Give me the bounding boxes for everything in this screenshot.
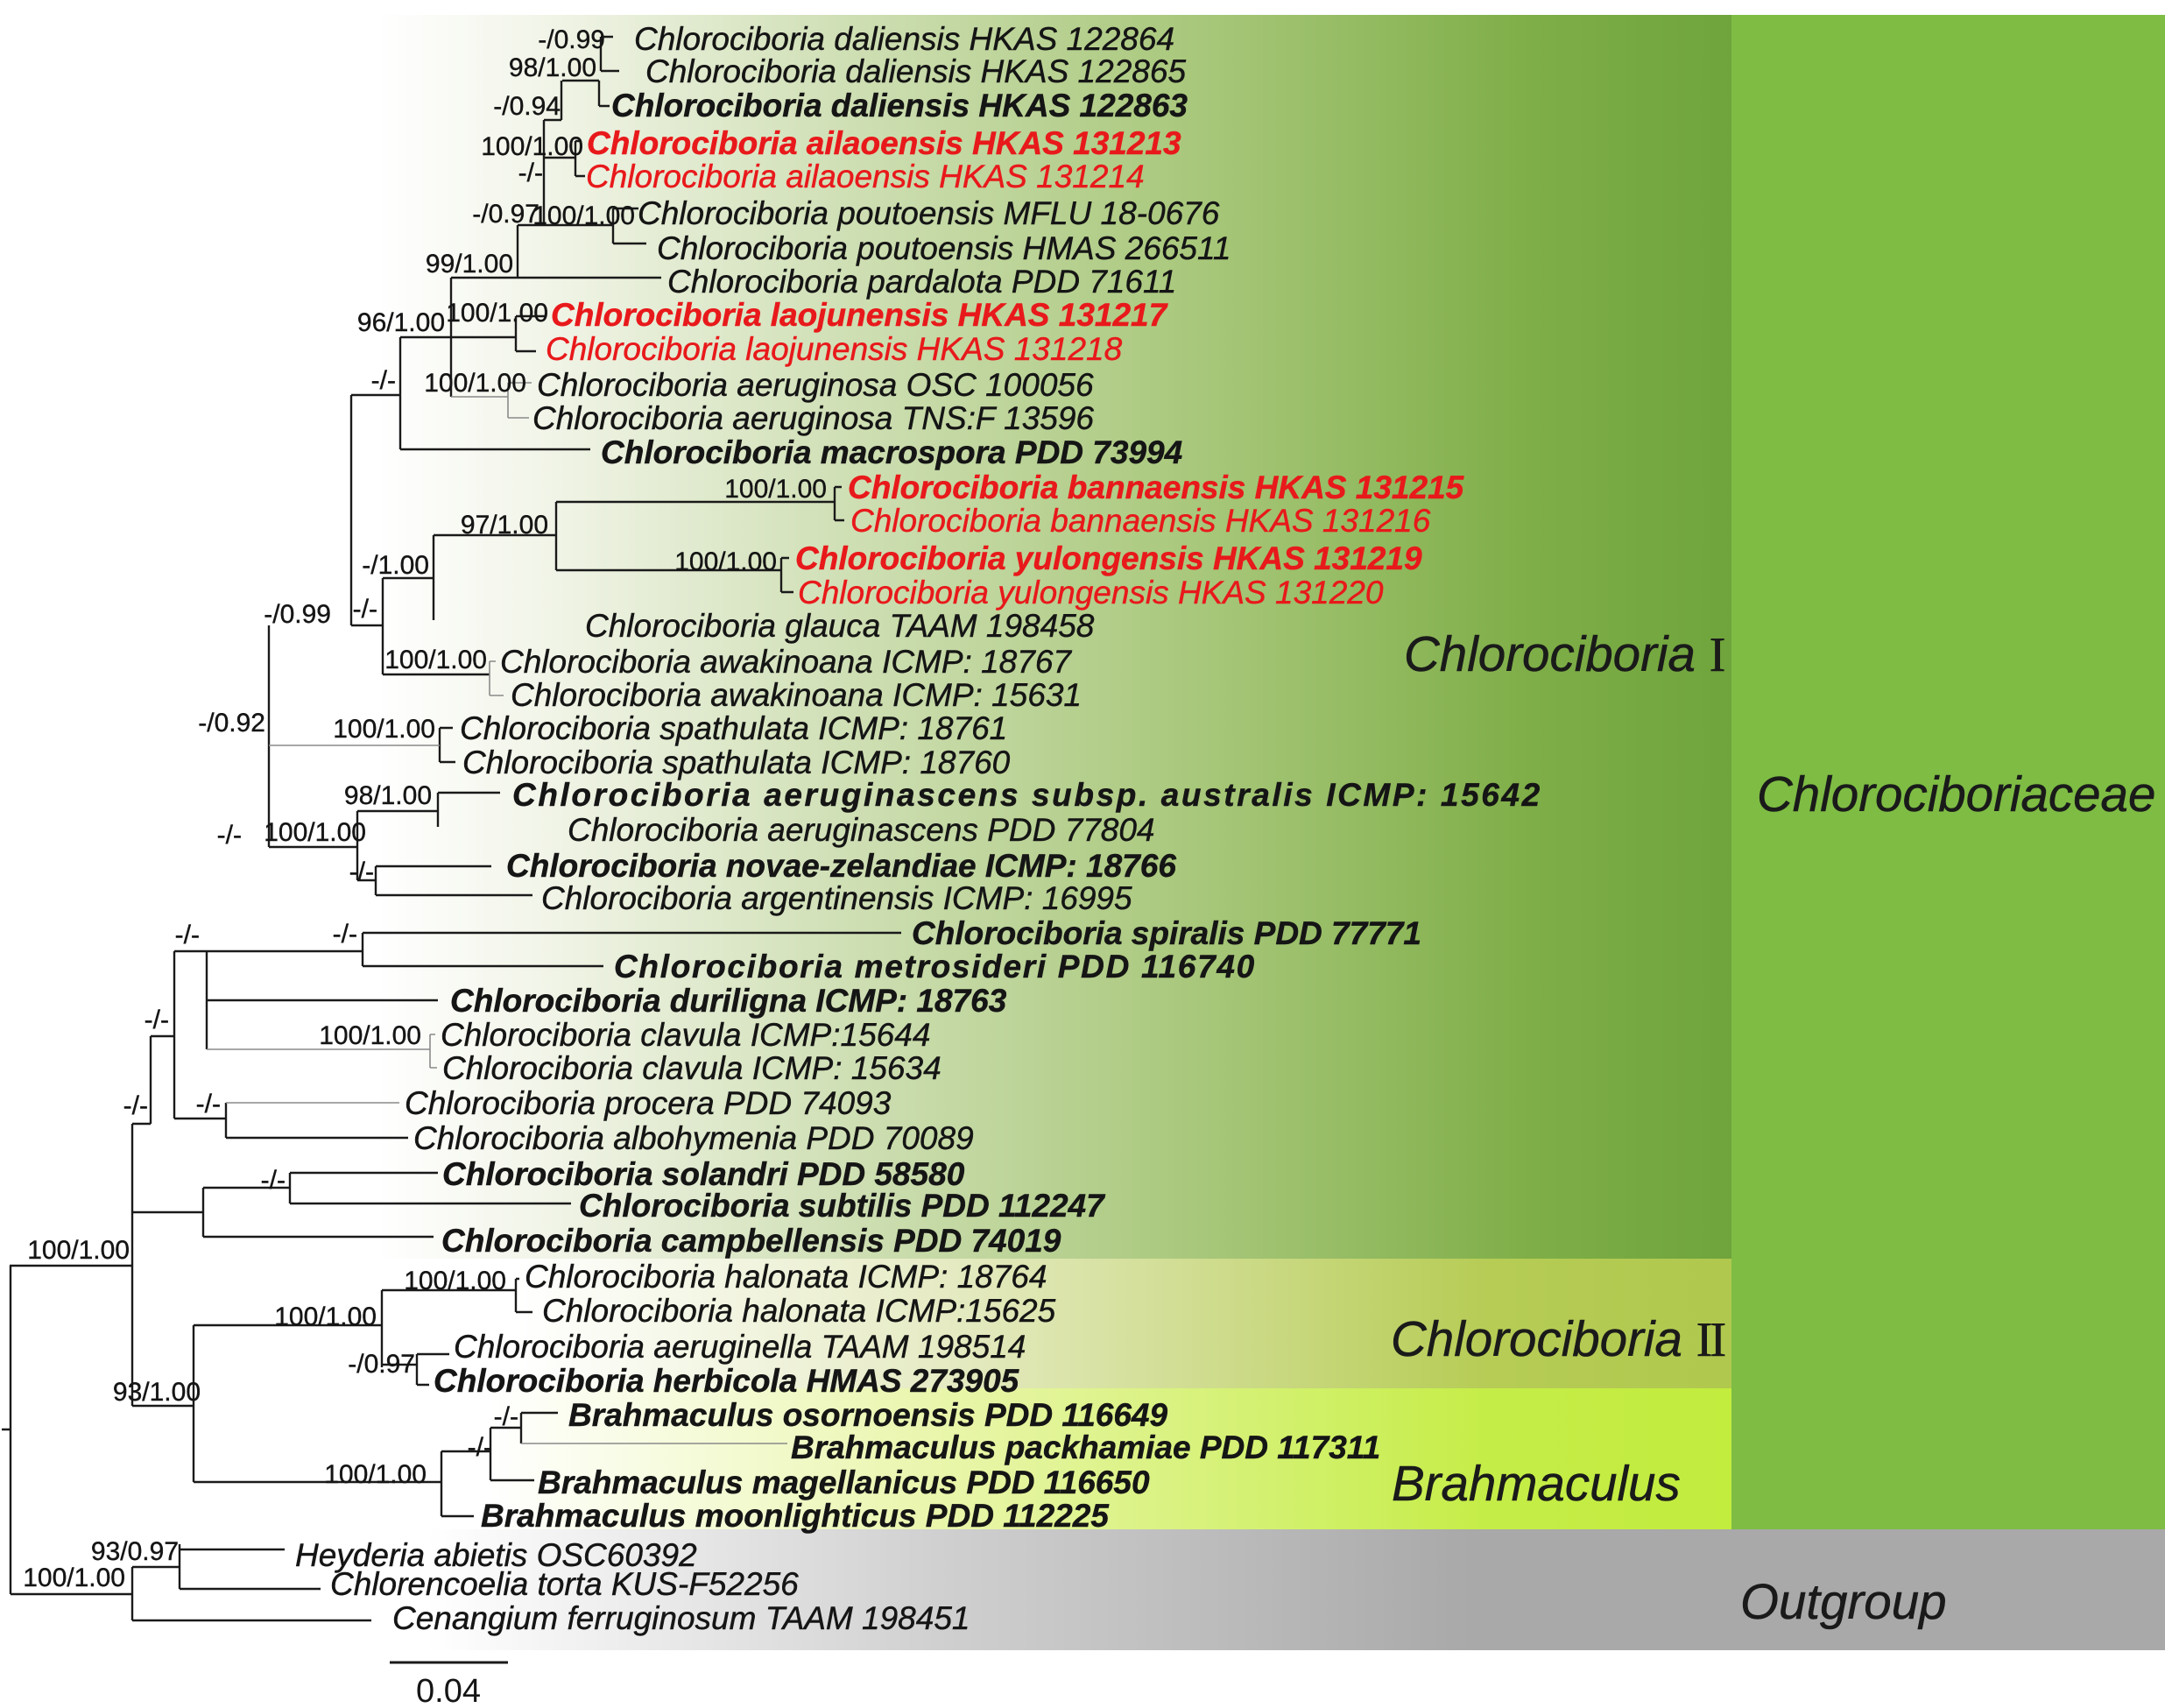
svg-text:Cenangium ferruginosum TAAM 19: Cenangium ferruginosum TAAM 198451 <box>392 1600 970 1636</box>
svg-text:100/1.00: 100/1.00 <box>274 1302 377 1331</box>
svg-text:Brahmaculus packhamiae PDD 117: Brahmaculus packhamiae PDD 117311 <box>791 1429 1380 1465</box>
svg-text:Chlorociboria metrosideri PDD: Chlorociboria metrosideri PDD 116740 <box>614 949 1256 985</box>
svg-text:-/-: -/- <box>518 159 543 187</box>
svg-text:Chlorociboria I: Chlorociboria I <box>1404 626 1725 682</box>
svg-text:98/1.00: 98/1.00 <box>344 781 432 810</box>
svg-text:Chlorociboria campbellensis PD: Chlorociboria campbellensis PDD 74019 <box>441 1223 1061 1259</box>
svg-text:Chlorociboria pardalota PDD 71: Chlorociboria pardalota PDD 71611 <box>667 264 1176 300</box>
svg-text:Chlorociboria awakinoana ICMP:: Chlorociboria awakinoana ICMP: 18767 <box>500 644 1072 680</box>
svg-text:Chlorociboria halonata ICMP:15: Chlorociboria halonata ICMP:15625 <box>542 1293 1056 1329</box>
svg-text:Chlorociboria spathulata ICMP:: Chlorociboria spathulata ICMP: 18760 <box>462 745 1011 780</box>
svg-text:Chlorociboria yulongensis HKAS: Chlorociboria yulongensis HKAS 131219 <box>795 540 1422 576</box>
svg-text:Chlorociboria ailaoensis HKAS: Chlorociboria ailaoensis HKAS 131214 <box>586 159 1145 194</box>
svg-text:Chlorociboria clavula ICMP: 15: Chlorociboria clavula ICMP: 15634 <box>442 1050 941 1086</box>
svg-text:100/1.00: 100/1.00 <box>324 1460 427 1489</box>
svg-text:Chlorociboria halonata ICMP: 1: Chlorociboria halonata ICMP: 18764 <box>525 1259 1047 1295</box>
svg-text:-/0.97: -/0.97 <box>472 200 539 229</box>
svg-text:Outgroup: Outgroup <box>1740 1574 1947 1629</box>
svg-text:100/1.00: 100/1.00 <box>446 299 548 328</box>
svg-text:98/1.00: 98/1.00 <box>509 53 596 82</box>
svg-text:-/0.99: -/0.99 <box>538 25 605 54</box>
svg-text:Chlorociboria poutoensis HMAS: Chlorociboria poutoensis HMAS 266511 <box>657 230 1231 266</box>
svg-text:100/1.00: 100/1.00 <box>674 547 777 576</box>
svg-text:100/1.00: 100/1.00 <box>27 1236 130 1265</box>
svg-text:Chlorociboria spathulata ICMP:: Chlorociboria spathulata ICMP: 18761 <box>460 710 1007 746</box>
svg-text:Chlorociboria herbicola HMAS 2: Chlorociboria herbicola HMAS 273905 <box>434 1363 1020 1399</box>
svg-text:100/1.00: 100/1.00 <box>333 715 435 744</box>
svg-text:Chlorociboria procera PDD 7409: Chlorociboria procera PDD 74093 <box>405 1085 892 1121</box>
svg-text:-/0.99: -/0.99 <box>264 600 331 629</box>
svg-text:Chlorociboria aeruginascens su: Chlorociboria aeruginascens subsp. austr… <box>512 777 1542 813</box>
svg-text:Chlorociboria laojunensis HKAS: Chlorociboria laojunensis HKAS 131218 <box>546 331 1123 367</box>
svg-text:-/0.92: -/0.92 <box>198 709 265 738</box>
svg-text:-/-: -/- <box>145 1006 169 1034</box>
svg-text:100/1.00: 100/1.00 <box>481 132 583 161</box>
svg-text:Brahmaculus magellanicus PDD 1: Brahmaculus magellanicus PDD 116650 <box>538 1465 1150 1500</box>
svg-text:-/0.94: -/0.94 <box>493 92 561 121</box>
svg-text:-/-: -/- <box>217 821 242 850</box>
svg-text:-/-: -/- <box>196 1090 221 1119</box>
svg-text:Chlorociboria aeruginosa TNS:F: Chlorociboria aeruginosa TNS:F 13596 <box>532 400 1094 436</box>
svg-text:Chlorociboria macrospora PDD 7: Chlorociboria macrospora PDD 73994 <box>601 434 1182 470</box>
svg-text:Chlorociboriaceae: Chlorociboriaceae <box>1757 766 2155 822</box>
svg-text:Chlorociboria bannaensis HKAS: Chlorociboria bannaensis HKAS 131216 <box>850 503 1431 539</box>
svg-text:Chlorociboria albohymenia PDD: Chlorociboria albohymenia PDD 70089 <box>413 1120 974 1156</box>
svg-text:-/1.00: -/1.00 <box>362 551 429 580</box>
svg-text:Chlorociboria daliensis HKAS 1: Chlorociboria daliensis HKAS 122865 <box>645 53 1186 89</box>
svg-text:Heyderia abietis OSC60392: Heyderia abietis OSC60392 <box>295 1537 697 1573</box>
svg-text:Chlorociboria daliensis HKAS 1: Chlorociboria daliensis HKAS 122863 <box>611 88 1188 124</box>
svg-text:-/-: -/- <box>175 921 200 949</box>
svg-text:-/-: -/- <box>353 595 377 624</box>
svg-text:Chlorociboria ailaoensis HKAS: Chlorociboria ailaoensis HKAS 131213 <box>587 125 1181 161</box>
svg-text:100/1.00: 100/1.00 <box>404 1267 506 1295</box>
svg-text:Chlorociboria aeruginosa OSC 1: Chlorociboria aeruginosa OSC 100056 <box>537 367 1094 403</box>
svg-text:93/1.00: 93/1.00 <box>113 1378 201 1407</box>
svg-text:100/1.00: 100/1.00 <box>264 818 366 847</box>
svg-text:97/1.00: 97/1.00 <box>461 511 548 540</box>
svg-text:100/1.00: 100/1.00 <box>23 1563 125 1592</box>
svg-text:-/-: -/- <box>468 1433 492 1462</box>
svg-text:Chlorociboria spiralis PDD 777: Chlorociboria spiralis PDD 77771 <box>912 915 1421 951</box>
svg-text:Chlorencoelia torta KUS-F52256: Chlorencoelia torta KUS-F52256 <box>330 1566 799 1602</box>
svg-text:Chlorociboria poutoensis MFLU: Chlorociboria poutoensis MFLU 18-0676 <box>638 195 1220 231</box>
svg-text:93/0.97: 93/0.97 <box>91 1537 179 1566</box>
svg-text:100/1.00: 100/1.00 <box>319 1021 421 1050</box>
svg-text:-/-: -/- <box>261 1166 286 1195</box>
svg-text:Brahmaculus osornoensis PDD 11: Brahmaculus osornoensis PDD 116649 <box>568 1397 1168 1433</box>
svg-text:Chlorociboria novae-zelandiae: Chlorociboria novae-zelandiae ICMP: 1876… <box>506 848 1176 884</box>
svg-text:99/1.00: 99/1.00 <box>426 250 513 279</box>
svg-text:Chlorociboria daliensis HKAS 1: Chlorociboria daliensis HKAS 122864 <box>634 21 1174 57</box>
svg-text:Brahmaculus moonlighticus PDD: Brahmaculus moonlighticus PDD 112225 <box>481 1498 1110 1534</box>
svg-text:-/-: -/- <box>494 1402 518 1431</box>
svg-text:96/1.00: 96/1.00 <box>357 308 445 337</box>
svg-text:Chlorociboria solandri PDD 585: Chlorociboria solandri PDD 58580 <box>442 1156 965 1192</box>
svg-text:-/-: -/- <box>123 1091 148 1120</box>
svg-text:Chlorociboria duriligna ICMP:: Chlorociboria duriligna ICMP: 18763 <box>450 983 1007 1019</box>
svg-text:100/1.00: 100/1.00 <box>532 201 635 230</box>
svg-text:Chlorociboria subtilis PDD 112: Chlorociboria subtilis PDD 112247 <box>579 1188 1106 1224</box>
svg-text:Chlorociboria aeruginella TAAM: Chlorociboria aeruginella TAAM 198514 <box>454 1329 1026 1365</box>
svg-text:Chlorociboria aeruginascens PD: Chlorociboria aeruginascens PDD 77804 <box>568 812 1155 848</box>
svg-text:Chlorociboria argentinensis IC: Chlorociboria argentinensis ICMP: 16995 <box>541 880 1132 916</box>
svg-text:100/1.00: 100/1.00 <box>424 369 526 398</box>
svg-text:Chlorociboria yulongensis HKAS: Chlorociboria yulongensis HKAS 131220 <box>798 575 1384 611</box>
svg-text:0.04: 0.04 <box>416 1673 481 1708</box>
svg-text:-/-: -/- <box>371 366 396 395</box>
svg-text:Chlorociboria glauca TAAM 1984: Chlorociboria glauca TAAM 198458 <box>585 608 1095 644</box>
svg-text:Chlorociboria clavula ICMP:156: Chlorociboria clavula ICMP:15644 <box>441 1017 930 1053</box>
svg-text:-/-: -/- <box>349 858 374 886</box>
svg-text:-/0.97: -/0.97 <box>348 1350 415 1379</box>
svg-text:Chlorociboria bannaensis HKAS: Chlorociboria bannaensis HKAS 131215 <box>848 469 1465 505</box>
svg-text:Chlorociboria II: Chlorociboria II <box>1391 1311 1724 1367</box>
svg-text:Brahmaculus: Brahmaculus <box>1392 1456 1681 1511</box>
svg-text:Chlorociboria awakinoana ICMP:: Chlorociboria awakinoana ICMP: 15631 <box>511 677 1082 713</box>
svg-text:100/1.00: 100/1.00 <box>384 646 487 674</box>
svg-text:-/-: -/- <box>333 920 357 949</box>
svg-text:Chlorociboria laojunensis HKAS: Chlorociboria laojunensis HKAS 131217 <box>551 297 1169 333</box>
svg-text:100/1.00: 100/1.00 <box>724 475 827 504</box>
